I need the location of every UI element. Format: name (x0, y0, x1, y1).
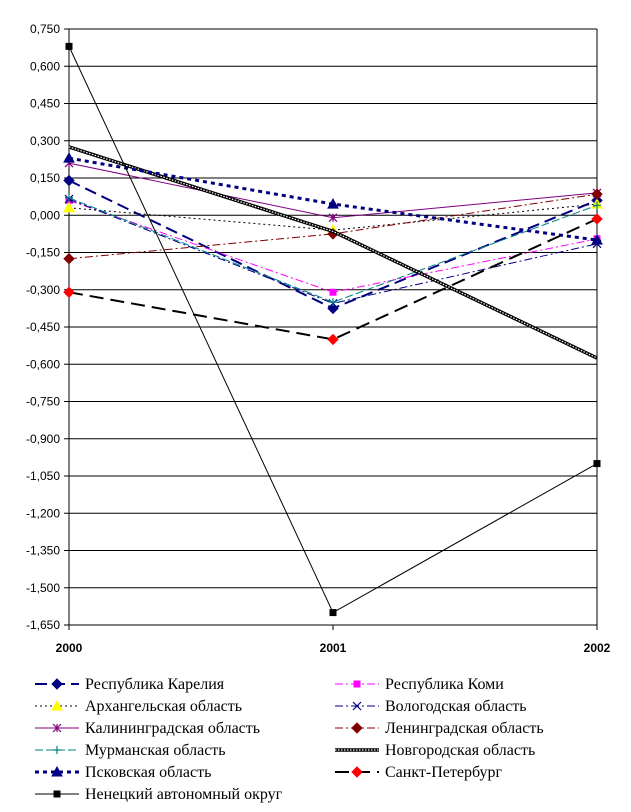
series-line (68, 193, 598, 260)
data-point (353, 680, 361, 688)
legend-label: Ленинградская область (385, 720, 544, 737)
legend-item: Архангельская область (35, 698, 242, 715)
data-point (51, 765, 63, 777)
gridlines (69, 28, 597, 626)
y-tick-label: -0,150 (26, 246, 60, 260)
data-point (52, 723, 62, 733)
data-point (53, 790, 61, 798)
legend-item: Ленинградская область (335, 720, 544, 737)
y-tick-label: -1,500 (26, 581, 60, 595)
data-point (53, 746, 61, 754)
y-tick-label: -1,200 (26, 506, 60, 520)
series-7 (65, 193, 601, 307)
y-tick-label: 0,600 (30, 59, 60, 73)
data-point (329, 609, 337, 617)
legend-item: Псковская область (35, 764, 211, 781)
legend-label: Республика Коми (385, 676, 504, 693)
data-point (591, 188, 603, 200)
data-point (51, 678, 63, 690)
x-tick-label: 2002 (584, 641, 611, 655)
y-tick-label: -1,650 (26, 618, 60, 632)
data-point (593, 201, 601, 210)
data-point (65, 42, 73, 50)
legend-label: Псковская область (85, 764, 211, 781)
legend-item: Новгородская область (335, 742, 535, 759)
data-point (63, 201, 75, 213)
y-tick-label: -1,350 (26, 544, 60, 558)
series-5 (64, 158, 602, 223)
legend: Республика Карелия Республика Коми Арханге… (35, 676, 544, 803)
data-point (63, 286, 75, 298)
data-point (51, 699, 63, 711)
series-8 (68, 145, 598, 360)
legend-item: Мурманская область (35, 742, 226, 759)
x-tick-label: 2000 (56, 641, 83, 655)
legend-label: Санкт-Петербург (385, 764, 503, 781)
data-point (327, 333, 339, 346)
legend-label: Калининградская область (85, 720, 260, 737)
y-tick-label: -1,050 (26, 469, 60, 483)
data-point (593, 460, 601, 468)
y-tick-label: -0,450 (26, 320, 60, 334)
y-tick-label: -0,600 (26, 357, 60, 371)
legend-item: Вологодская область (335, 698, 527, 715)
data-point (591, 234, 603, 245)
series-9 (63, 152, 603, 245)
legend-label: Архангельская область (85, 698, 242, 715)
plot-area (68, 29, 598, 625)
legend-label: Мурманская область (85, 742, 226, 759)
data-point (63, 253, 75, 265)
series-11 (65, 42, 601, 617)
y-tick-label: 0,000 (30, 208, 60, 222)
y-axis-ticks: 0,750 0,600 0,450 0,300 0,150 0,000 -0,150 -0,3… (26, 22, 69, 632)
legend-label: Ненецкий автономный округ (85, 786, 283, 803)
x-axis-ticks: 2000 2001 2002 (56, 625, 611, 655)
legend-item: Калининградская область (35, 720, 260, 737)
series-line (68, 46, 598, 614)
legend-label: Новгородская область (385, 742, 535, 759)
data-point (63, 152, 75, 163)
series-line (68, 218, 598, 341)
y-tick-label: -0,300 (26, 283, 60, 297)
series-6 (63, 188, 603, 265)
data-point (329, 298, 337, 307)
data-point (65, 193, 73, 202)
legend-item: Республика Коми (335, 676, 504, 693)
series-10 (63, 213, 603, 346)
y-tick-label: 0,750 (30, 22, 60, 36)
series-line (68, 197, 598, 303)
legend-label: Вологодская область (385, 698, 527, 715)
y-tick-label: 0,150 (30, 171, 60, 185)
series-layer (63, 42, 603, 617)
data-point (352, 701, 362, 711)
y-tick-label: 0,300 (30, 134, 60, 148)
data-point (327, 198, 339, 209)
series-line-inner (68, 146, 598, 359)
data-point (351, 766, 363, 778)
x-tick-label: 2001 (320, 641, 347, 655)
legend-label: Республика Карелия (85, 676, 225, 693)
data-point (351, 722, 363, 734)
y-tick-label: -0,750 (26, 395, 60, 409)
y-tick-label: 0,450 (30, 97, 60, 111)
data-point (591, 213, 603, 225)
data-point (63, 174, 75, 187)
y-tick-label: -0,900 (26, 432, 60, 446)
legend-item: Республика Карелия (35, 676, 225, 693)
legend-item: Санкт-Петербург (335, 764, 503, 781)
data-point (329, 288, 337, 296)
legend-item: Ненецкий автономный округ (35, 786, 283, 803)
series-line (68, 203, 598, 231)
data-point (328, 213, 338, 223)
